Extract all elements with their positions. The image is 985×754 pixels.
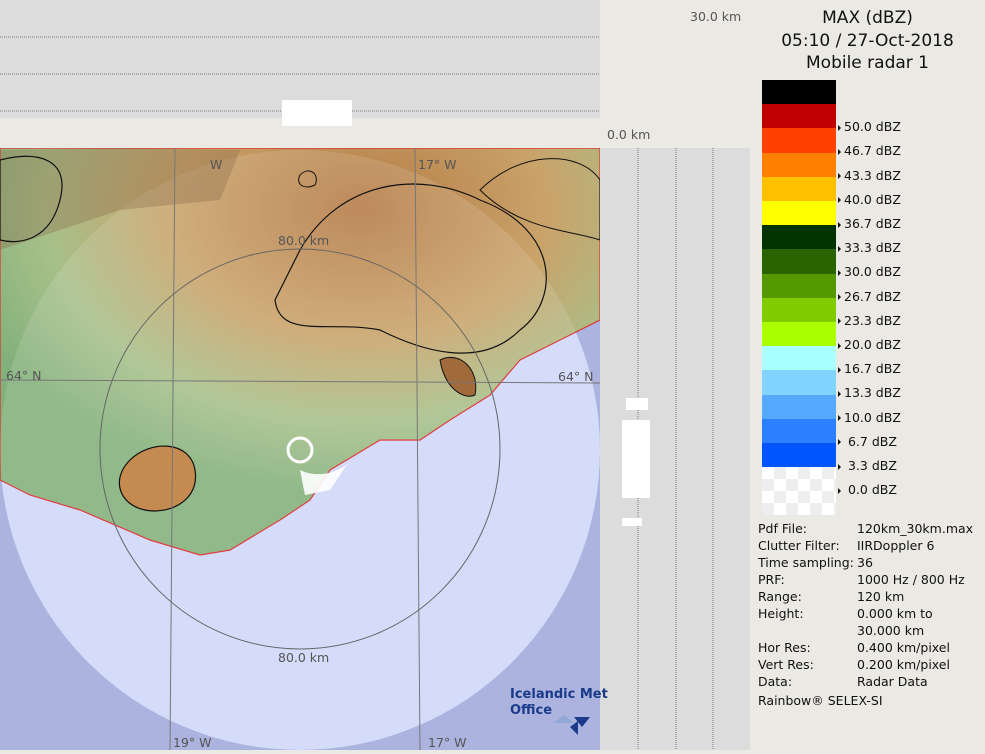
info-value: IIRDoppler 6 bbox=[857, 538, 935, 553]
legend-swatch bbox=[762, 370, 836, 395]
info-value: 0.400 km/pixel bbox=[857, 640, 950, 655]
legend-swatch bbox=[762, 297, 836, 322]
legend-swatch bbox=[762, 128, 836, 153]
radar-site bbox=[286, 436, 314, 464]
radar-name: Mobile radar 1 bbox=[806, 53, 929, 73]
legend-label: 40.0 dBZ bbox=[838, 192, 901, 207]
legend-label: 43.3 dBZ bbox=[838, 168, 901, 183]
height-label-bottom: 0.0 km bbox=[607, 127, 651, 142]
logo-line2: Office bbox=[510, 703, 553, 718]
legend-swatch bbox=[762, 346, 836, 371]
legend-swatch bbox=[762, 80, 836, 105]
echo-right bbox=[622, 420, 650, 498]
legend-label: 26.7 dBZ bbox=[838, 289, 901, 304]
legend-label: 13.3 dBZ bbox=[838, 385, 901, 400]
legend-label: 20.0 dBZ bbox=[838, 337, 901, 352]
legend-label: 36.7 dBZ bbox=[838, 216, 901, 231]
legend-swatch bbox=[762, 394, 836, 419]
legend-swatch bbox=[762, 176, 836, 201]
imo-logo: Icelandic Met Office bbox=[510, 687, 608, 735]
imo-logo-icon bbox=[554, 715, 590, 735]
legend-panel: MAX (dBZ) 05:10 / 27-Oct-2018 Mobile rad… bbox=[750, 0, 985, 750]
info-key: Hor Res: bbox=[758, 640, 811, 655]
height-label-top: 30.0 km bbox=[690, 9, 742, 24]
info-value: 120km_30km.max bbox=[857, 521, 974, 536]
legend-label: 50.0 dBZ bbox=[838, 119, 901, 134]
footer: Rainbow® SELEX-SI bbox=[758, 693, 883, 708]
info-value: 30.000 km bbox=[857, 623, 925, 638]
logo-line1: Icelandic Met bbox=[510, 687, 608, 702]
legend-label: 0.0 dBZ bbox=[838, 482, 897, 497]
info-value: 0.000 km to bbox=[857, 606, 933, 621]
legend-swatch bbox=[762, 225, 836, 250]
legend-label: 16.7 dBZ bbox=[838, 361, 901, 376]
info-key: Pdf File: bbox=[758, 521, 807, 536]
legend-no-data bbox=[762, 467, 836, 515]
lat-label-right: 64° N bbox=[558, 369, 594, 384]
info-value: 0.200 km/pixel bbox=[857, 657, 950, 672]
legend-label: 33.3 dBZ bbox=[838, 240, 901, 255]
legend-swatch bbox=[762, 443, 836, 468]
legend-swatch bbox=[762, 418, 836, 443]
legend-swatch bbox=[762, 249, 836, 274]
legend-label: 10.0 dBZ bbox=[838, 410, 901, 425]
info-key: Data: bbox=[758, 674, 793, 689]
product-title: MAX (dBZ) bbox=[822, 8, 913, 28]
info-key: Range: bbox=[758, 589, 802, 604]
legend-label: 23.3 dBZ bbox=[838, 313, 901, 328]
lon-label-bottom-right: 17° W bbox=[428, 735, 467, 750]
lat-label-left: 64° N bbox=[6, 368, 42, 383]
radar-map[interactable]: 30.0 km 0.0 km 80.0 km 80.0 km 64° N 64°… bbox=[0, 0, 750, 750]
lon-label-top-left: W bbox=[210, 157, 223, 172]
legend-label: 30.0 dBZ bbox=[838, 264, 901, 279]
range-ring-label-bottom: 80.0 km bbox=[278, 650, 330, 665]
legend-swatch bbox=[762, 152, 836, 177]
glacier-outline bbox=[274, 183, 547, 354]
range-ring-80km bbox=[99, 248, 501, 650]
legend-label: 46.7 dBZ bbox=[838, 143, 901, 158]
info-value: 36 bbox=[857, 555, 873, 570]
echo-top bbox=[282, 100, 352, 126]
info-key: Height: bbox=[758, 606, 804, 621]
info-value: Radar Data bbox=[857, 674, 928, 689]
info-key: PRF: bbox=[758, 572, 785, 587]
vertical-section-top bbox=[0, 0, 600, 118]
lon-label-top-right: 17° W bbox=[418, 157, 457, 172]
legend-swatch bbox=[762, 201, 836, 226]
info-key: Time sampling: bbox=[758, 555, 854, 570]
legend-swatch bbox=[762, 322, 836, 347]
info-value: 1000 Hz / 800 Hz bbox=[857, 572, 965, 587]
datetime: 05:10 / 27-Oct-2018 bbox=[781, 31, 954, 51]
legend-swatch bbox=[762, 273, 836, 298]
info-key: Clutter Filter: bbox=[758, 538, 840, 553]
legend-label: 6.7 dBZ bbox=[838, 434, 897, 449]
legend-swatch bbox=[762, 104, 836, 129]
lon-label-bottom-left: 19° W bbox=[173, 735, 212, 750]
range-ring-label-top: 80.0 km bbox=[278, 233, 330, 248]
info-value: 120 km bbox=[857, 589, 905, 604]
radar-map-canvas bbox=[0, 0, 750, 750]
legend-label: 3.3 dBZ bbox=[838, 458, 897, 473]
info-key: Vert Res: bbox=[758, 657, 814, 672]
